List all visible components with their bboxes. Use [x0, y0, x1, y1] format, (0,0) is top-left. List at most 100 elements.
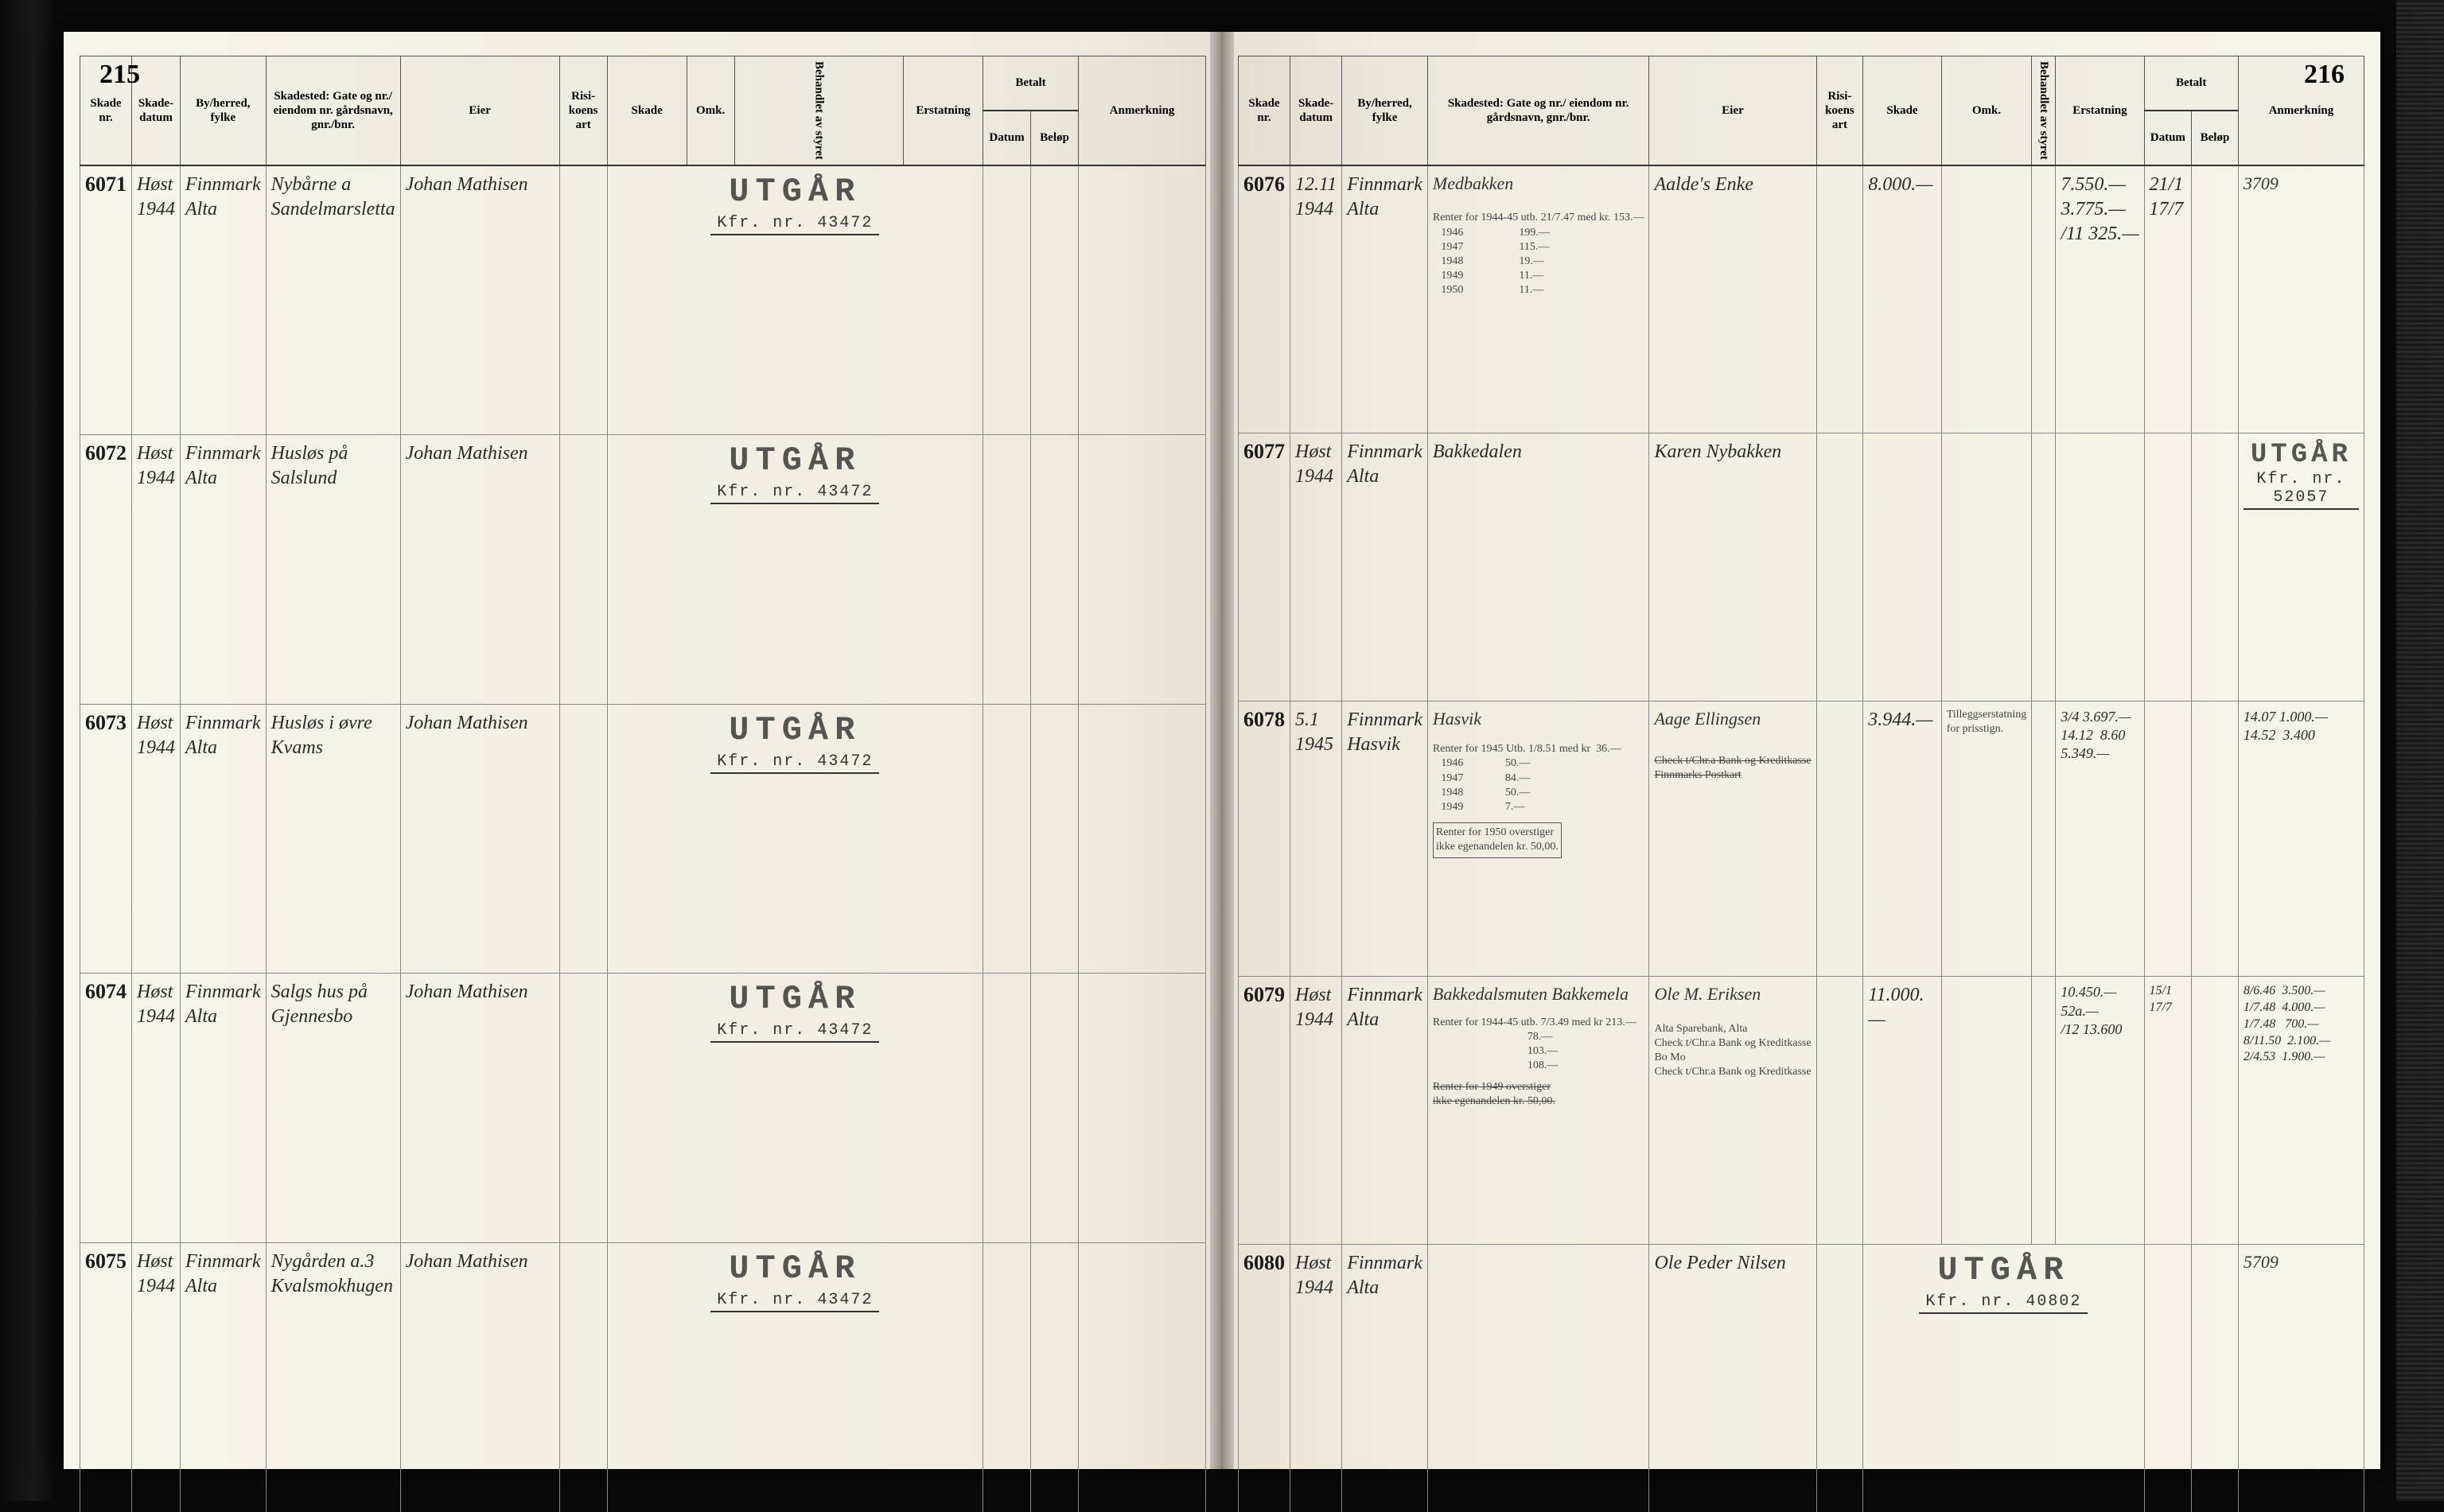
cell-eier: Aage Ellingsen	[1654, 708, 1811, 731]
cell-skadested: Husløs i øvre Kvams	[266, 704, 400, 974]
cell-sted: Finnmark Alta	[181, 165, 267, 435]
col-betalt: Betalt	[2144, 56, 2238, 111]
col-byherred: By/herred, fylke	[1342, 56, 1428, 165]
cell-sted: Finnmark Alta	[181, 704, 267, 974]
col-belop: Beløp	[1031, 111, 1079, 165]
cell-eier: Johan Mathisen	[400, 704, 559, 974]
renter-note: Renter for 1944-45 utb. 21/7.47 med kr. …	[1433, 211, 1644, 297]
cell-sted: Finnmark Alta	[181, 974, 267, 1243]
kfr-nr: Kfr. nr. 52057	[2244, 470, 2359, 510]
check-note: Alta Sparebank, Alta Check t/Chr.a Bank …	[1654, 1022, 1811, 1080]
cell-skadested: Nybårne a Sandelmarsletta	[266, 165, 400, 435]
utgar-stamp: UTGÅR	[2244, 440, 2359, 470]
table-row: 6075 Høst 1944 Finnmark Alta Nygården a.…	[80, 1242, 1206, 1512]
cell-sted: Finnmark Alta	[1342, 1244, 1428, 1512]
col-byherred: By/herred, fylke	[181, 56, 267, 165]
footer-note: Renter for 1949 overstiger ikke egenande…	[1433, 1080, 1644, 1109]
skade-nr: 6075	[85, 1250, 126, 1273]
cell-anm: 3709	[2244, 173, 2279, 193]
col-anmerkning: Anmerkning	[1079, 56, 1206, 165]
table-row: 6078 5.1 1945 Finnmark Hasvik Hasvik Ren…	[1239, 701, 2364, 977]
kfr-nr: Kfr. nr. 43472	[710, 1291, 879, 1312]
cell-eier: Johan Mathisen	[400, 974, 559, 1243]
cell-sted: Finnmark Alta	[1342, 977, 1428, 1245]
table-row: 6080 Høst 1944 Finnmark Alta Ole Peder N…	[1239, 1244, 2364, 1512]
cell-datum: Høst 1944	[132, 165, 181, 435]
utgar-stamp: UTGÅR	[613, 1250, 978, 1288]
table-row: 6072 Høst 1944 Finnmark Alta Husløs på S…	[80, 434, 1206, 704]
cell-sted: Finnmark Alta	[1342, 165, 1428, 433]
ledger-book: 215 Skade nr. Skade- datum By/herred, fy…	[64, 32, 2380, 1469]
scan-edge-left	[0, 0, 56, 1501]
skade-nr: 6074	[85, 980, 126, 1003]
utgar-stamp: UTGÅR	[613, 980, 978, 1018]
col-datum: Datum	[2144, 111, 2192, 165]
cell-datum: Høst 1944	[1290, 433, 1342, 702]
ledger-table-left: Skade nr. Skade- datum By/herred, fylke …	[80, 56, 1206, 1512]
col-skadested: Skadested: Gate og nr./ eiendom nr. gård…	[266, 56, 400, 165]
cell-datum: 12.11 1944	[1290, 165, 1342, 433]
cell-erstatning: 10.450.— 52a.— /12 13.600	[2056, 977, 2144, 1245]
col-risikoens: Risi- koens art	[1816, 56, 1863, 165]
tillegg-note: Tilleggserstatning for prisstign.	[1947, 708, 2027, 737]
col-eier: Eier	[400, 56, 559, 165]
col-eier: Eier	[1649, 56, 1816, 165]
table-header-right: Skade nr. Skade- datum By/herred, fylke …	[1239, 56, 2364, 165]
cell-anm: 5709	[2244, 1252, 2279, 1272]
skade-nr: 6073	[85, 711, 126, 734]
page-left: 215 Skade nr. Skade- datum By/herred, fy…	[64, 32, 1222, 1469]
utgar-stamp: UTGÅR	[1868, 1251, 2138, 1289]
skade-nr: 6078	[1243, 708, 1285, 731]
kfr-nr: Kfr. nr. 43472	[710, 752, 879, 774]
col-erstatning: Erstatning	[904, 56, 983, 165]
footer-note: Renter for 1950 overstiger ikke egenande…	[1433, 822, 1562, 857]
cell-eier: Johan Mathisen	[400, 434, 559, 704]
kfr-nr: Kfr. nr. 43472	[710, 214, 879, 235]
cell-erstatning: 3/4 3.697.— 14.12 8.60 5.349.—	[2056, 701, 2144, 977]
col-betalt: Betalt	[983, 56, 1079, 111]
ledger-table-right: Skade nr. Skade- datum By/herred, fylke …	[1238, 56, 2364, 1512]
utgar-stamp: UTGÅR	[613, 711, 978, 749]
col-behandlet: Behandlet av styret	[2032, 56, 2056, 165]
skade-nr: 6076	[1243, 173, 1285, 196]
table-row: 6074 Høst 1944 Finnmark Alta Salgs hus p…	[80, 974, 1206, 1243]
table-header-left: Skade nr. Skade- datum By/herred, fylke …	[80, 56, 1206, 165]
cell-datum: Høst 1944	[1290, 1244, 1342, 1512]
col-anmerkning: Anmerkning	[2238, 56, 2364, 165]
cell-skadested	[1427, 1244, 1649, 1512]
table-row: 6073 Høst 1944 Finnmark Alta Husløs i øv…	[80, 704, 1206, 974]
cell-eier: Karen Nybakken	[1649, 433, 1816, 702]
kfr-nr: Kfr. nr. 40802	[1919, 1292, 2088, 1314]
check-note: Check t/Chr.a Bank og Kreditkasse Finnma…	[1654, 754, 1811, 783]
col-omk: Omk.	[1941, 56, 2032, 165]
cell-datum: Høst 1944	[132, 434, 181, 704]
cell-eier: Aalde's Enke	[1649, 165, 1816, 433]
cell-anm: 8/6.46 3.500.— 1/7.48 4.000.— 1/7.48 700…	[2238, 977, 2364, 1245]
table-row: 6071 Høst 1944 Finnmark Alta Nybårne a S…	[80, 165, 1206, 435]
cell-skadested: Husløs på Salslund	[266, 434, 400, 704]
renter-note: Renter for 1944-45 utb. 7/3.49 med kr 21…	[1433, 1016, 1644, 1074]
col-belop: Beløp	[2192, 111, 2239, 165]
table-row: 6076 12.11 1944 Finnmark Alta Medbakken …	[1239, 165, 2364, 433]
col-risikoens: Risi- koens art	[559, 56, 607, 165]
cell-datum: Høst 1944	[132, 704, 181, 974]
page-number-left: 215	[99, 60, 140, 90]
kfr-nr: Kfr. nr. 43472	[710, 1021, 879, 1043]
skade-nr: 6072	[85, 441, 126, 464]
cell-eier: Johan Mathisen	[400, 1242, 559, 1512]
col-omk: Omk.	[687, 56, 734, 165]
cell-skadested: Bakkedalen	[1427, 433, 1649, 702]
cell-skadested: Medbakken	[1433, 173, 1644, 196]
renter-note: Renter for 1945 Utb. 1/8.51 med kr 36.— …	[1433, 742, 1644, 814]
cell-skade: 3.944.—	[1863, 701, 1941, 977]
cell-skade: 11.000.—	[1863, 977, 1941, 1245]
cell-betalt-datum: 21/1 17/7	[2144, 165, 2192, 433]
cell-sted: Finnmark Alta	[181, 1242, 267, 1512]
cell-skadested: Hasvik	[1433, 708, 1644, 731]
cell-sted: Finnmark Hasvik	[1342, 701, 1428, 977]
cell-erstatning: 7.550.— 3.775.— /11 325.—	[2056, 165, 2144, 433]
skade-nr: 6077	[1243, 440, 1285, 463]
cell-eier: Johan Mathisen	[400, 165, 559, 435]
skade-nr: 6080	[1243, 1251, 1285, 1274]
skade-nr: 6071	[85, 173, 126, 196]
